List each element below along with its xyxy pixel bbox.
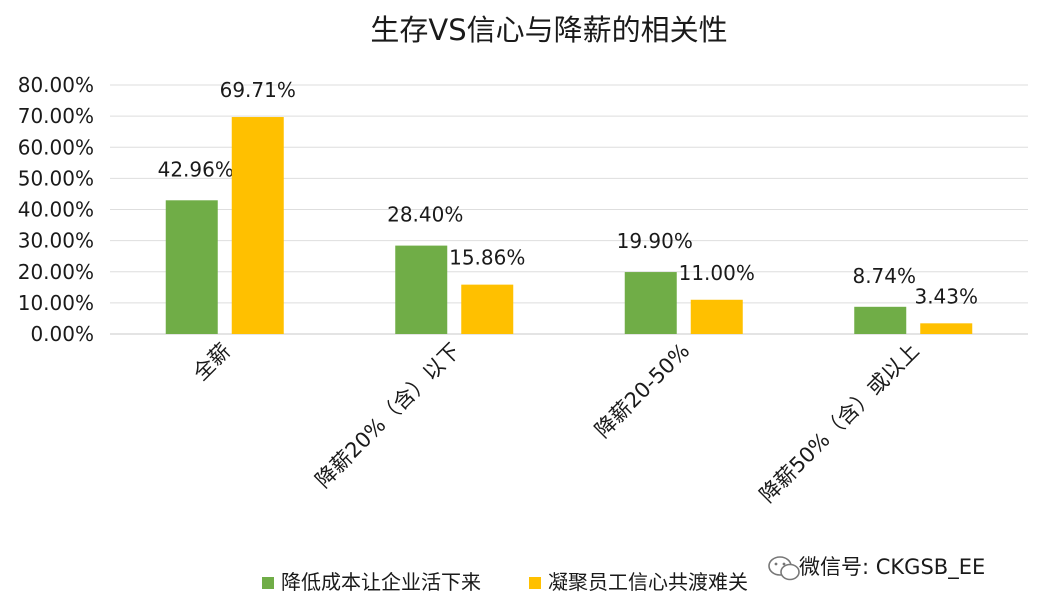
data-label: 19.90% bbox=[617, 229, 693, 253]
wechat-icon bbox=[768, 556, 800, 581]
y-axis: 0.00% 10.00% 20.00% 30.00% 40.00% 50.00% 60.00… bbox=[18, 73, 94, 346]
data-label: 11.00% bbox=[679, 261, 755, 285]
y-tick-label: 30.00% bbox=[18, 229, 94, 253]
data-label: 69.71% bbox=[220, 78, 296, 102]
category-axis: 全薪 降薪20%（含）以下 降薪20-50% 降薪50%（含）或以上 bbox=[189, 339, 924, 508]
y-tick-label: 10.00% bbox=[18, 291, 94, 315]
bar bbox=[920, 323, 973, 334]
bar bbox=[231, 117, 284, 335]
data-label: 15.86% bbox=[449, 246, 525, 270]
bars: 42.96% 69.71% 28.40% 15.86% 19.90% 11.00% 8.74… bbox=[158, 78, 978, 335]
data-label: 42.96% bbox=[158, 157, 234, 181]
legend-swatch bbox=[529, 577, 541, 589]
watermark: 微信号: CKGSB_EE bbox=[768, 555, 985, 581]
bar bbox=[690, 299, 743, 334]
data-label: 3.43% bbox=[914, 284, 978, 308]
bar bbox=[165, 200, 218, 334]
bar bbox=[461, 284, 514, 334]
y-tick-label: 40.00% bbox=[18, 198, 94, 222]
bar bbox=[854, 306, 907, 334]
watermark-text: 微信号: CKGSB_EE bbox=[799, 555, 985, 580]
legend-swatch bbox=[262, 577, 274, 589]
chart-title: 生存VS信心与降薪的相关性 bbox=[370, 13, 727, 47]
y-tick-label: 20.00% bbox=[18, 260, 94, 284]
y-tick-label: 0.00% bbox=[30, 322, 94, 346]
y-tick-label: 60.00% bbox=[18, 135, 94, 159]
y-tick-label: 70.00% bbox=[18, 104, 94, 128]
legend-label: 凝聚员工信心共渡难关 bbox=[548, 570, 748, 594]
data-label: 28.40% bbox=[387, 203, 463, 227]
data-label: 8.74% bbox=[852, 264, 916, 288]
legend-label: 降低成本让企业活下来 bbox=[281, 570, 481, 594]
y-tick-label: 50.00% bbox=[18, 166, 94, 190]
category-label: 降薪50%（含）或以上 bbox=[755, 339, 924, 508]
category-label: 全薪 bbox=[189, 339, 236, 386]
bar bbox=[624, 272, 677, 334]
category-label: 降薪20%（含）以下 bbox=[311, 339, 465, 493]
legend: 降低成本让企业活下来 凝聚员工信心共渡难关 bbox=[262, 570, 748, 594]
category-label: 降薪20-50% bbox=[590, 339, 694, 443]
y-tick-label: 80.00% bbox=[18, 73, 94, 97]
bar bbox=[395, 245, 448, 334]
